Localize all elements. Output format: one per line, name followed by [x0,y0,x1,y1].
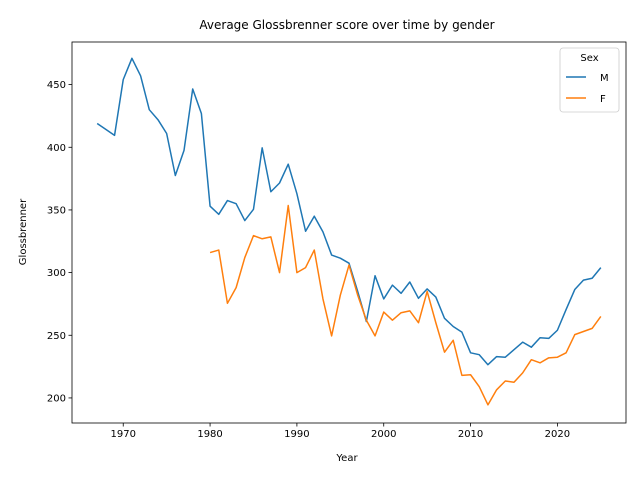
legend-entry-m: M [600,73,609,84]
series-line-f [209,204,602,406]
x-tick-label: 1980 [197,429,222,440]
y-axis: 200 250 300 350 400 450 [47,80,72,404]
y-axis-label: Glossbrenner [18,198,29,265]
y-tick-label: 300 [47,268,66,279]
y-tick-label: 400 [47,143,66,154]
y-tick-label: 200 [47,393,66,404]
y-tick-label: 450 [47,80,66,91]
y-tick-label: 250 [47,331,66,342]
x-axis: 1970 1980 1990 2000 2010 2020 [111,423,570,440]
legend-box [559,47,620,113]
legend: Sex M F [559,47,620,113]
legend-entry-f: F [600,94,606,105]
x-tick-label: 1990 [284,429,309,440]
series-line-m [96,57,602,366]
x-tick-label: 2010 [458,429,483,440]
legend-title: Sex [580,53,598,64]
y-tick-label: 350 [47,205,66,216]
x-axis-label: Year [335,453,358,464]
x-tick-label: 2020 [545,429,570,440]
x-tick-label: 1970 [111,429,136,440]
plot-frame [71,41,627,424]
x-tick-label: 2000 [371,429,396,440]
chart-title: Average Glossbrenner score over time by … [199,18,494,32]
plot-lines [96,57,602,406]
